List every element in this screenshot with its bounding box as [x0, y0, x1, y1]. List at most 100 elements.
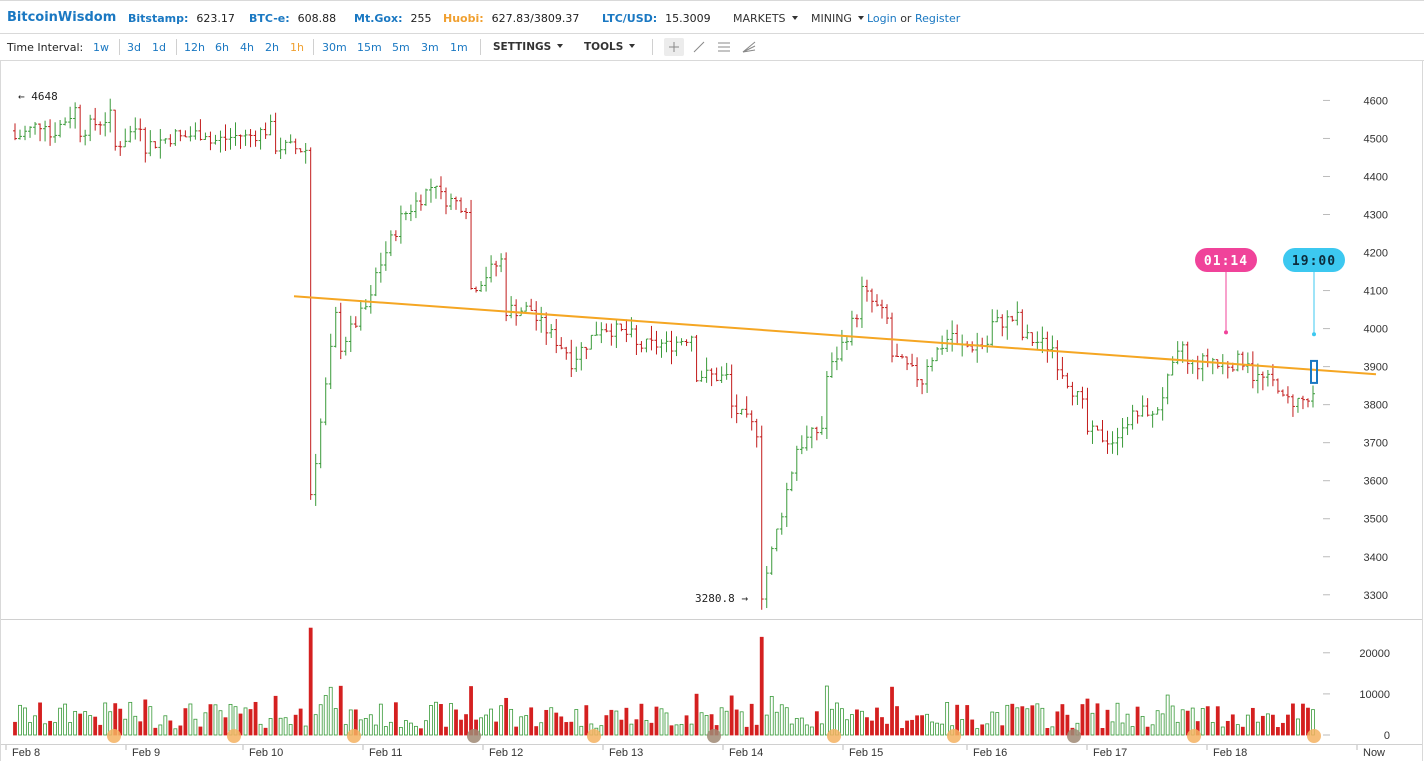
volume-bar — [1015, 707, 1020, 736]
ticker-2[interactable]: Mt.Gox: 255 — [354, 12, 431, 25]
interval-4h[interactable]: 4h — [240, 41, 254, 54]
chart-right-border — [1422, 61, 1423, 761]
mining-menu[interactable]: MINING — [811, 12, 864, 25]
chart-toolbar: Time Interval: 1w 3d 1d 12h 6h 4h 2h 1h 30m 15m 5m… — [0, 34, 1424, 61]
volume-bar — [900, 728, 904, 736]
tools-menu[interactable]: TOOLS — [584, 41, 636, 53]
volume-bar — [529, 707, 534, 736]
ticker-4[interactable]: LTC/USD: 15.3009 — [602, 12, 711, 25]
volume-bar — [694, 693, 699, 736]
chart-overlays: ← 4648 3280.8 → 01:14 19:00 — [18, 90, 1377, 605]
interval-15m[interactable]: 15m — [357, 41, 382, 54]
auth-links: Login or Register — [867, 12, 960, 25]
volume-bar — [754, 724, 759, 736]
volume-bar — [288, 724, 293, 736]
volume-bar — [248, 709, 253, 736]
volume-bar — [744, 726, 749, 736]
volume-bar — [784, 707, 789, 736]
price-tick-label: 4600 — [1364, 95, 1388, 107]
fan-icon[interactable] — [739, 38, 759, 56]
volume-bar — [1100, 728, 1105, 736]
volume-bar — [684, 715, 689, 736]
volume-bar — [574, 709, 579, 736]
chevron-down-icon — [629, 44, 636, 48]
settings-menu[interactable]: SETTINGS — [493, 41, 564, 53]
crosshair-icon[interactable] — [664, 38, 684, 56]
volume-bar — [925, 713, 929, 736]
volume-bar — [48, 720, 52, 736]
volume-bar — [1145, 726, 1150, 736]
volume-bar — [664, 712, 669, 736]
volume-bar — [970, 719, 975, 736]
interval-3d[interactable]: 3d — [127, 41, 141, 54]
price-tick-label: 3300 — [1364, 590, 1388, 602]
event-dot — [107, 729, 121, 743]
price-tick-label: 4200 — [1364, 248, 1388, 260]
volume-bar — [18, 704, 22, 736]
login-link[interactable]: Login — [867, 12, 897, 25]
time-tick-label: Feb 14 — [729, 747, 763, 759]
interval-6h[interactable]: 6h — [215, 41, 229, 54]
volume-bar — [789, 723, 794, 736]
volume-bar — [38, 702, 42, 736]
time-marker-badge — [1195, 248, 1257, 272]
volume-bar — [434, 701, 438, 736]
volume-bar — [509, 708, 514, 736]
volume-bar — [759, 636, 764, 736]
interval-3m[interactable]: 3m — [421, 41, 439, 54]
volume-bar — [1260, 715, 1265, 736]
volume-bar — [444, 726, 448, 736]
volume-bar — [43, 723, 47, 736]
volume-bar — [328, 686, 333, 736]
parallel-lines-icon[interactable] — [714, 38, 734, 56]
volume-bar — [188, 703, 193, 736]
interval-30m[interactable]: 30m — [322, 41, 347, 54]
time-tick-label: Now — [1363, 747, 1385, 759]
volume-bar — [203, 712, 208, 736]
volume-bar — [930, 721, 935, 736]
volume-bar — [368, 714, 373, 736]
volume-bar — [93, 716, 98, 736]
brand-logo-link[interactable]: BitcoinWisdom — [7, 10, 117, 25]
volume-bar — [1255, 721, 1260, 736]
interval-1m[interactable]: 1m — [450, 41, 468, 54]
volume-bar — [414, 725, 418, 736]
volume-bar — [273, 695, 278, 736]
register-link[interactable]: Register — [914, 12, 961, 25]
interval-1d[interactable]: 1d — [152, 41, 166, 54]
price-chart[interactable]: 3300 3400 3500 3600 3700 3800 3900 4000 4100 4200… — [0, 61, 1424, 762]
or-text: or — [900, 12, 912, 25]
volume-bar — [1225, 720, 1230, 736]
volume-bar — [469, 686, 473, 736]
ticker-0[interactable]: Bitstamp: 623.17 — [128, 12, 235, 25]
markets-menu[interactable]: MARKETS — [733, 12, 798, 25]
interval-5m[interactable]: 5m — [392, 41, 410, 54]
volume-bar — [1235, 724, 1240, 736]
volume-tick-label: 0 — [1384, 730, 1390, 742]
interval-1h[interactable]: 1h — [290, 41, 304, 54]
volume-bar — [1135, 706, 1140, 736]
volume-bar — [824, 685, 829, 736]
volume-bar — [1160, 713, 1165, 736]
volume-bar — [338, 685, 343, 736]
volume-bar — [524, 715, 529, 736]
volume-bar — [990, 711, 995, 736]
volume-bar — [479, 717, 483, 736]
volume-bar — [308, 627, 313, 736]
interval-1w[interactable]: 1w — [93, 41, 109, 54]
ticker-value: 608.88 — [297, 12, 337, 25]
volume-bar — [218, 710, 223, 736]
trend-line-icon[interactable] — [689, 38, 709, 56]
ticker-3[interactable]: Huobi: 627.83/3809.37 — [443, 12, 579, 25]
volume-bar — [1035, 703, 1040, 736]
volume-bar — [809, 726, 814, 736]
ticker-1[interactable]: BTC-e: 608.88 — [249, 12, 336, 25]
volume-bar — [208, 704, 213, 736]
interval-2h[interactable]: 2h — [265, 41, 279, 54]
volume-bar — [724, 710, 729, 736]
interval-12h[interactable]: 12h — [184, 41, 205, 54]
price-tick-label: 3900 — [1364, 362, 1388, 374]
mining-menu-label: MINING — [811, 12, 852, 25]
volume-bar — [644, 720, 649, 736]
volume-bar — [1245, 714, 1250, 736]
